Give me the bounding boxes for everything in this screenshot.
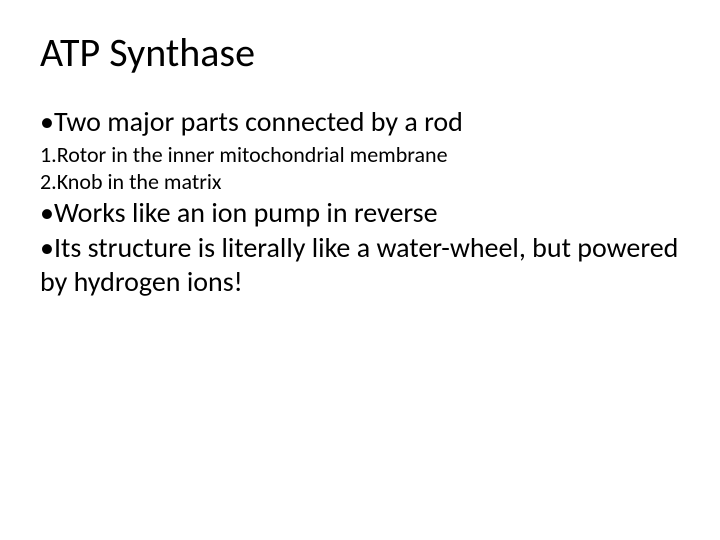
bullet-item-1: •Two major parts connected by a rod (40, 105, 680, 139)
slide-title: ATP Synthase (40, 28, 680, 77)
bullet-item-3: •Its structure is literally like a water… (40, 231, 680, 298)
sub-item-1: 1.Rotor in the inner mitochondrial membr… (40, 141, 680, 169)
bullet-item-2: •Works like an ion pump in reverse (40, 196, 680, 230)
sub-item-2: 2.Knob in the matrix (40, 168, 680, 196)
bullet-list: •Two major parts connected by a rod 1.Ro… (40, 105, 680, 298)
